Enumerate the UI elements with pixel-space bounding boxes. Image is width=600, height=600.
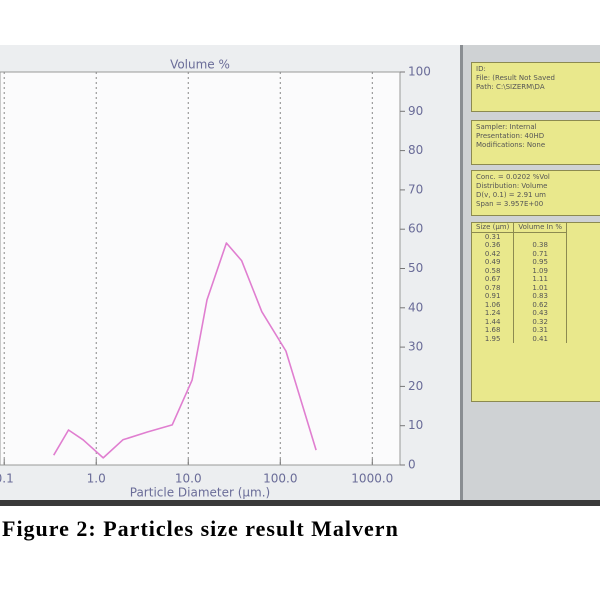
y-tick-label: 20 [408, 379, 423, 393]
x-tick-label: 0.1 [0, 472, 14, 486]
table-cell: 1.06 [472, 300, 515, 309]
screen: Volume % Particle Diameter (µm.) 0 10 20 30… [0, 45, 600, 505]
chart-title: Volume % [170, 58, 230, 72]
table-cell: 0.31 [513, 326, 567, 335]
table-cell: 1.01 [513, 283, 567, 292]
table-cell: 1.95 [472, 334, 515, 343]
info-line: Distribution: Volume [476, 182, 548, 190]
table-cell: 1.68 [472, 326, 515, 335]
table-row: 0.67 1.11 [472, 275, 567, 284]
table-cell: 0.95 [513, 258, 567, 267]
side-panel: ID: File: (Result Not Saved Path: C:\SIZER… [460, 45, 600, 505]
info-line: File: (Result Not Saved [476, 74, 555, 82]
table-cell: 0.42 [472, 249, 515, 258]
info-line: Path: C:\SIZERM\DA [476, 83, 545, 91]
y-tick-label: 0 [408, 458, 416, 472]
info-box: ID: File: (Result Not Saved Path: C:\SIZER… [471, 62, 600, 112]
figure-caption: Figure 2: Particles size result Malvern [2, 516, 399, 541]
x-tick-label: 10.0 [175, 472, 202, 486]
header-row: Size (µm) Volume In % [472, 223, 567, 233]
table-row: 1.24 0.43 [472, 309, 567, 318]
table-cell: 0.67 [472, 275, 515, 284]
table-row: 1.68 0.31 [472, 326, 567, 335]
chart: Volume % Particle Diameter (µm.) 0 10 20 30… [0, 58, 431, 500]
info-line: Modifications: None [476, 141, 546, 149]
info-box: Conc. = 0.0202 %Vol Distribution: Volume D… [471, 170, 600, 216]
column-header: Volume In % [513, 223, 567, 233]
table-cell: 0.71 [513, 249, 567, 258]
column-header: Size (µm) [472, 223, 515, 233]
table-row: 1.06 0.62 [472, 300, 567, 309]
table-cell: 1.44 [472, 317, 515, 326]
info-box: Sampler: Internal Presentation: 40HD Modif… [471, 120, 600, 165]
y-tick-label: 70 [408, 182, 423, 196]
table-cell: 1.11 [513, 275, 567, 284]
info-line: Span = 3.957E+00 [476, 200, 544, 208]
table-row: 0.36 0.38 [472, 241, 567, 250]
info-line: Presentation: 40HD [476, 132, 545, 140]
info-line: D(v, 0.1) = 2.91 um [476, 191, 546, 199]
table-row: 0.58 1.09 [472, 266, 567, 275]
x-axis-label: Particle Diameter (µm.) [130, 486, 271, 500]
info-line: ID: [476, 65, 486, 73]
table-cell: 0.43 [513, 309, 567, 318]
y-tick-label: 90 [408, 104, 423, 118]
x-tick-label: 1000.0 [351, 472, 393, 486]
table-cell: 0.38 [513, 241, 567, 250]
info-line: Conc. = 0.0202 %Vol [476, 173, 550, 181]
y-tick-label: 30 [408, 340, 423, 354]
table-cell: 0.62 [513, 300, 567, 309]
y-tick-label: 40 [408, 300, 423, 314]
table-cell: 0.83 [513, 292, 567, 301]
table-cell: 0.78 [472, 283, 515, 292]
table-cell: 0.32 [513, 317, 567, 326]
info-line: Sampler: Internal [476, 123, 537, 131]
y-tick-label: 80 [408, 143, 423, 157]
table-cell: 0.58 [472, 266, 515, 275]
table-cell: 0.36 [472, 241, 515, 250]
table-row: 0.91 0.83 [472, 292, 567, 301]
bezel [0, 500, 600, 506]
x-tick-label: 1.0 [87, 472, 106, 486]
table-cell: 0.49 [472, 258, 515, 267]
table-row: 0.31 [472, 232, 567, 241]
table-cell [513, 232, 567, 241]
results-table-box: Size (µm) Volume In % 0.31 0.36 0.38 0.42 0.71… [471, 222, 600, 402]
x-tick-label: 100.0 [263, 472, 297, 486]
table-row: 1.44 0.32 [472, 317, 567, 326]
y-tick-label: 10 [408, 418, 423, 432]
plot-area [0, 71, 401, 466]
y-tick-label: 60 [408, 222, 423, 236]
y-tick-label: 100 [408, 65, 431, 79]
data-line [53, 242, 317, 459]
table-cell: 0.31 [472, 232, 515, 241]
table-cell: 0.91 [472, 292, 515, 301]
results-table: Size (µm) Volume In % 0.31 0.36 0.38 0.42 0.71… [472, 223, 567, 343]
table-cell: 1.09 [513, 266, 567, 275]
table-row: 0.78 1.01 [472, 283, 567, 292]
table-row: 1.95 0.41 [472, 334, 567, 343]
table-cell: 1.24 [472, 309, 515, 318]
table-cell: 0.41 [513, 334, 567, 343]
y-tick-label: 50 [408, 261, 423, 275]
table-row: 0.49 0.95 [472, 258, 567, 267]
table-row: 0.42 0.71 [472, 249, 567, 258]
